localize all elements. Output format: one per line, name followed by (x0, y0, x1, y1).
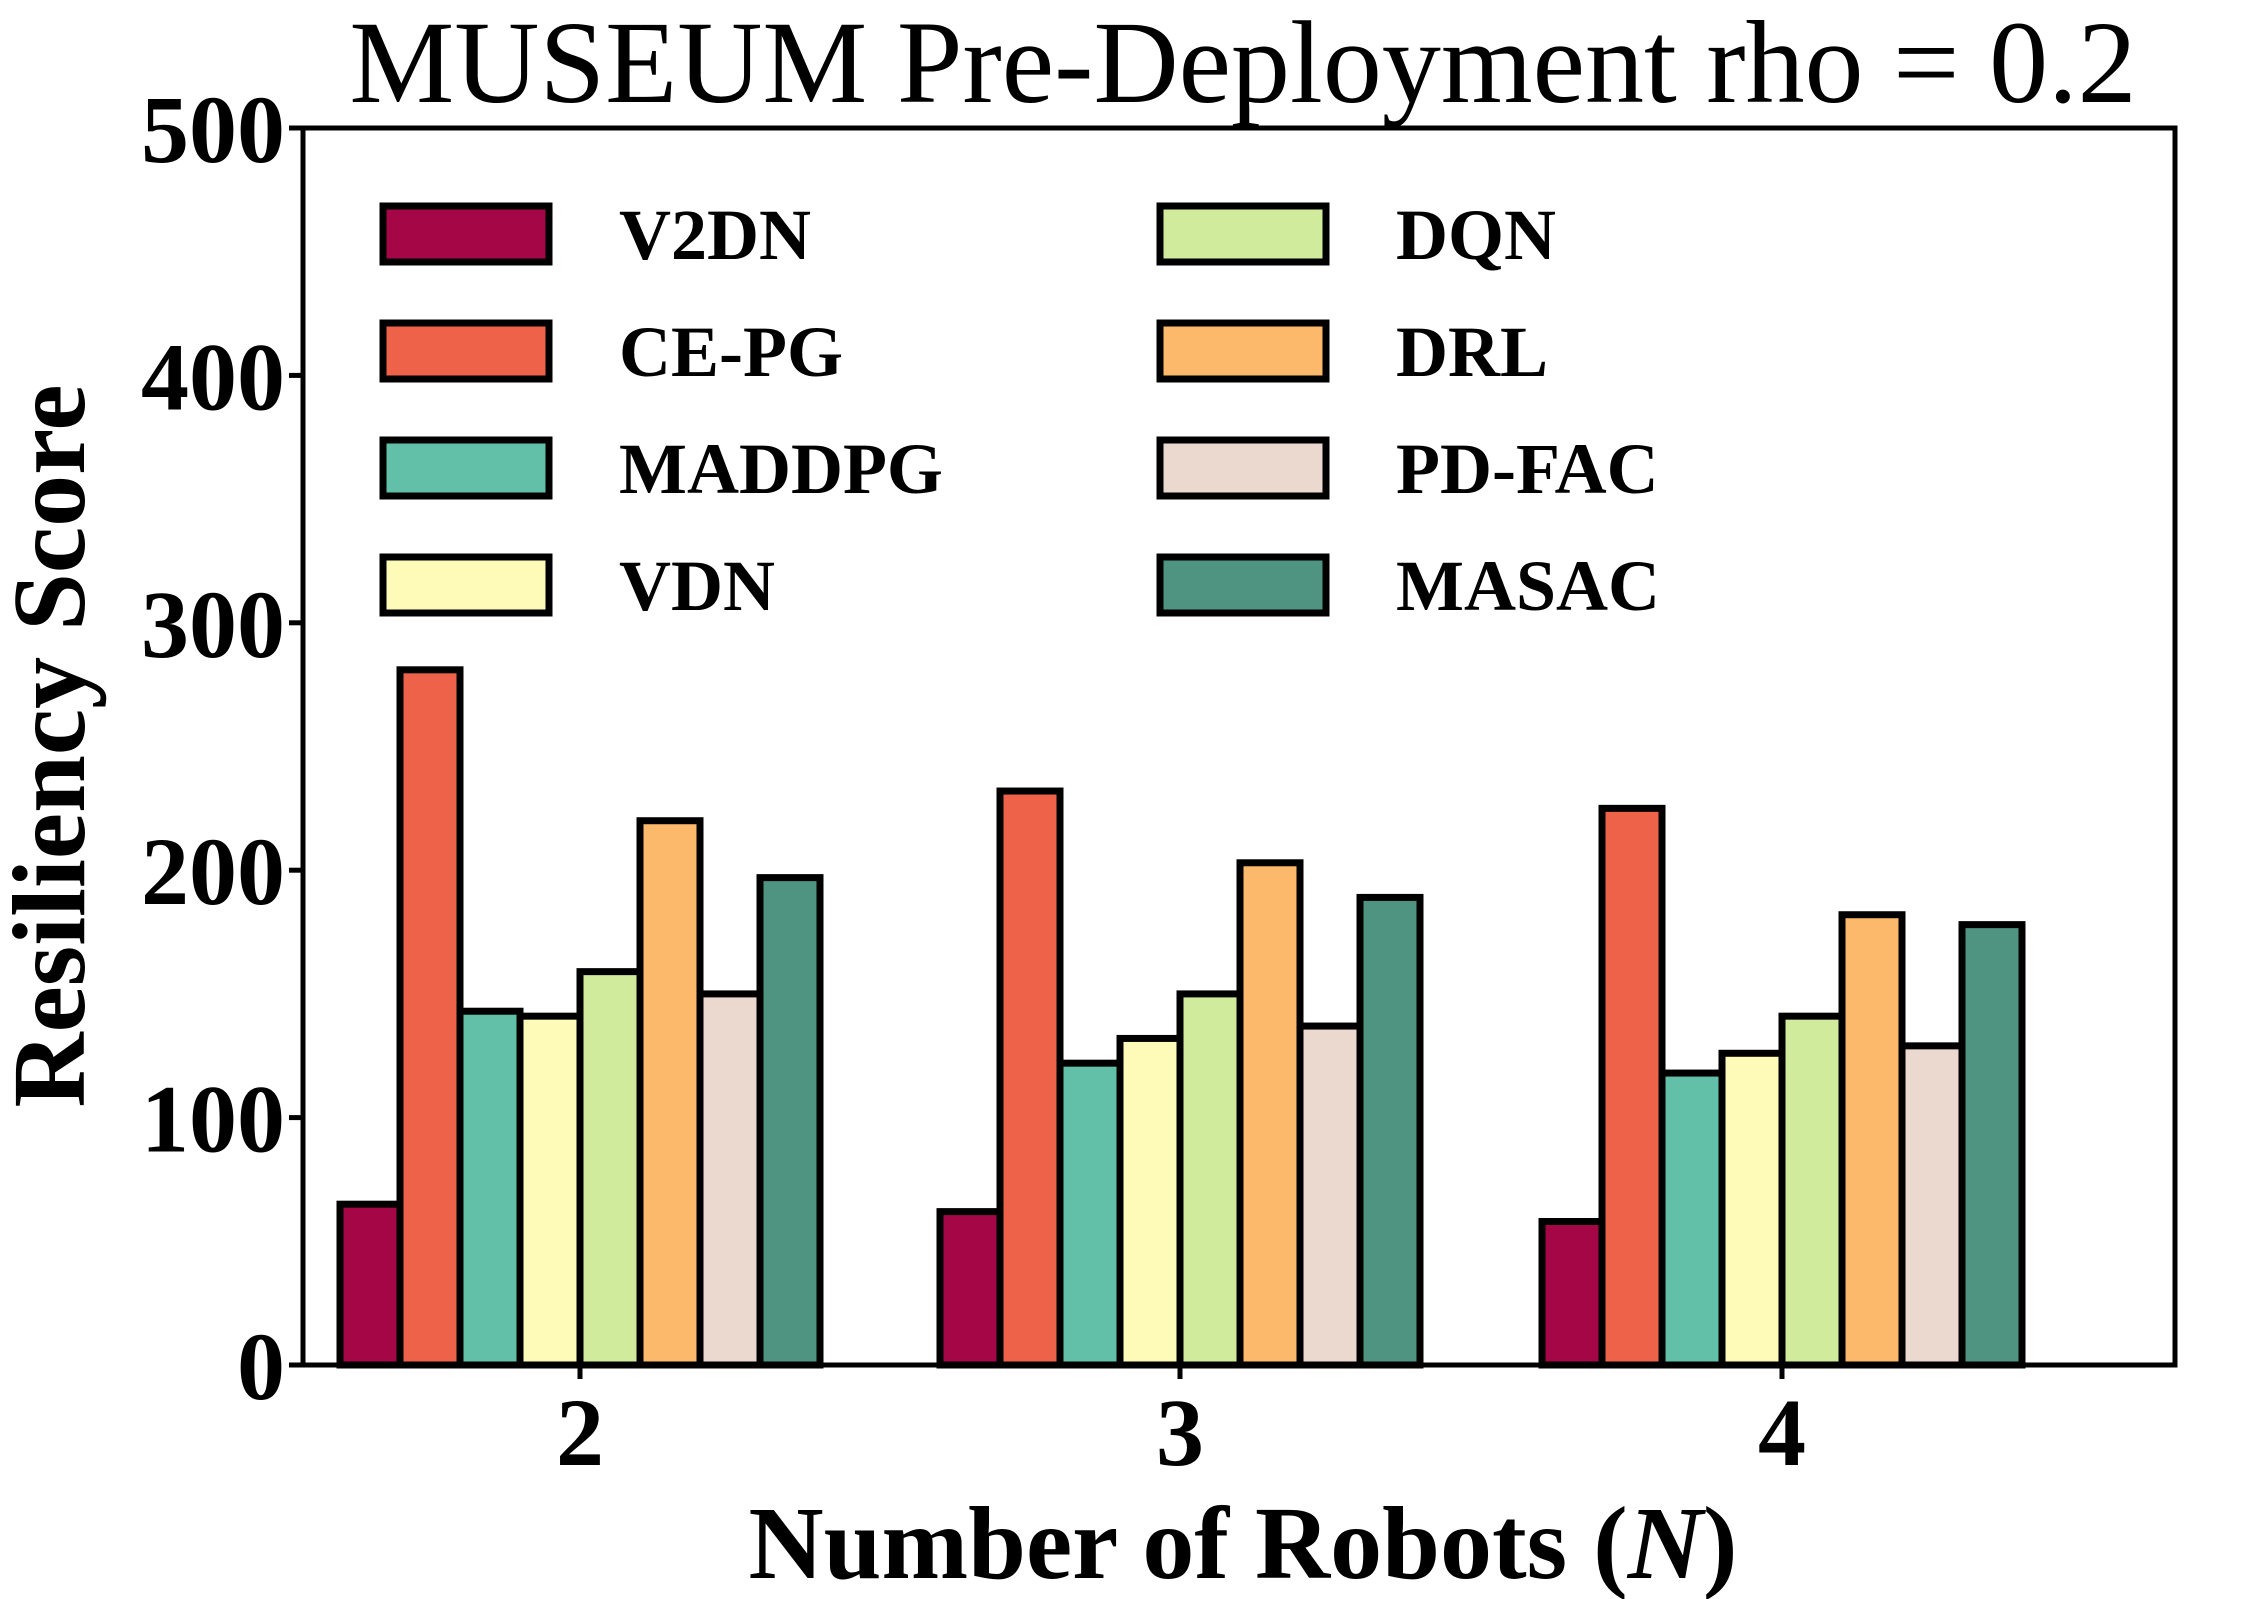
bar-pd-fac-n3 (1296, 1022, 1364, 1369)
y-tick-label: 300 (141, 571, 285, 678)
legend-item-drl: DRL (1156, 312, 1548, 392)
legend-label: DQN (1396, 195, 1556, 275)
legend-item-ce-pg: CE-PG (379, 312, 843, 392)
bar-maddpg-n3 (1056, 1059, 1124, 1369)
bar-v2dn-n4 (1538, 1218, 1606, 1369)
legend-label: VDN (619, 546, 775, 626)
y-tick-label: 0 (237, 1313, 285, 1420)
plot-frame (300, 125, 2178, 1368)
bar-pd-fac-n4 (1898, 1042, 1966, 1369)
bar-vdn-n2 (516, 1012, 584, 1369)
legend: V2DN CE-PG MADDPG VDN DQN DRL PD-FAC MASAC (379, 195, 1660, 626)
bar-masac-n3 (1356, 893, 1424, 1369)
legend-swatch (379, 436, 553, 500)
x-axis-label-end: ) (1703, 1486, 1738, 1599)
x-axis-label-variable: N (1627, 1486, 1707, 1599)
bar-dqn-n3 (1176, 990, 1244, 1369)
legend-swatch (379, 553, 553, 617)
legend-swatch (379, 319, 553, 383)
legend-swatch (1156, 202, 1330, 266)
legend-swatch (1156, 553, 1330, 617)
legend-label: MADDPG (619, 429, 943, 509)
legend-label: MASAC (1396, 546, 1660, 626)
legend-swatch (379, 202, 553, 266)
bar-ce-pg-n3 (996, 787, 1064, 1369)
bars-layer (336, 666, 2026, 1369)
legend-item-masac: MASAC (1156, 546, 1660, 626)
chart-title: MUSEUM Pre-Deployment rho = 0.2 (349, 0, 2136, 128)
y-axis-label: Resiliency Score (0, 384, 107, 1107)
legend-label: DRL (1396, 312, 1548, 392)
legend-swatch (1156, 436, 1330, 500)
bar-masac-n4 (1958, 921, 2026, 1369)
y-tick-label: 400 (141, 323, 285, 430)
legend-item-pd-fac: PD-FAC (1156, 429, 1659, 509)
y-tick-label: 100 (141, 1066, 285, 1173)
bar-v2dn-n3 (936, 1208, 1004, 1369)
bar-drl-n2 (636, 817, 704, 1369)
legend-item-dqn: DQN (1156, 195, 1556, 275)
legend-swatch (1156, 319, 1330, 383)
x-tick-label: 2 (556, 1379, 604, 1486)
legend-item-vdn: VDN (379, 546, 775, 626)
bar-ce-pg-n4 (1598, 804, 1666, 1369)
y-tick-label: 200 (141, 818, 285, 925)
legend-label: CE-PG (619, 312, 843, 392)
bar-dqn-n4 (1778, 1012, 1846, 1369)
bar-maddpg-n4 (1658, 1069, 1726, 1369)
legend-item-v2dn: V2DN (379, 195, 811, 275)
bar-drl-n3 (1236, 859, 1304, 1369)
bar-v2dn-n2 (336, 1200, 404, 1369)
bar-vdn-n3 (1116, 1034, 1184, 1369)
x-tick-label: 3 (1156, 1379, 1204, 1486)
bar-drl-n4 (1838, 911, 1906, 1369)
legend-item-maddpg: MADDPG (379, 429, 943, 509)
y-tick-label: 500 (141, 76, 285, 183)
legend-label: V2DN (619, 195, 811, 275)
bar-vdn-n4 (1718, 1049, 1786, 1369)
legend-label: PD-FAC (1396, 429, 1659, 509)
x-axis-label: Number of Robots (N) (749, 1486, 1738, 1599)
bar-ce-pg-n2 (396, 666, 464, 1369)
x-axis-label-text: Number of Robots ( (749, 1486, 1628, 1599)
bar-maddpg-n2 (456, 1007, 524, 1369)
bar-pd-fac-n2 (696, 990, 764, 1369)
x-axis: 2 3 4 (556, 1365, 1806, 1486)
y-axis: 0 100 200 300 400 500 (141, 76, 303, 1420)
bar-masac-n2 (756, 874, 824, 1369)
x-tick-label: 4 (1758, 1379, 1806, 1486)
bar-dqn-n2 (576, 968, 644, 1369)
